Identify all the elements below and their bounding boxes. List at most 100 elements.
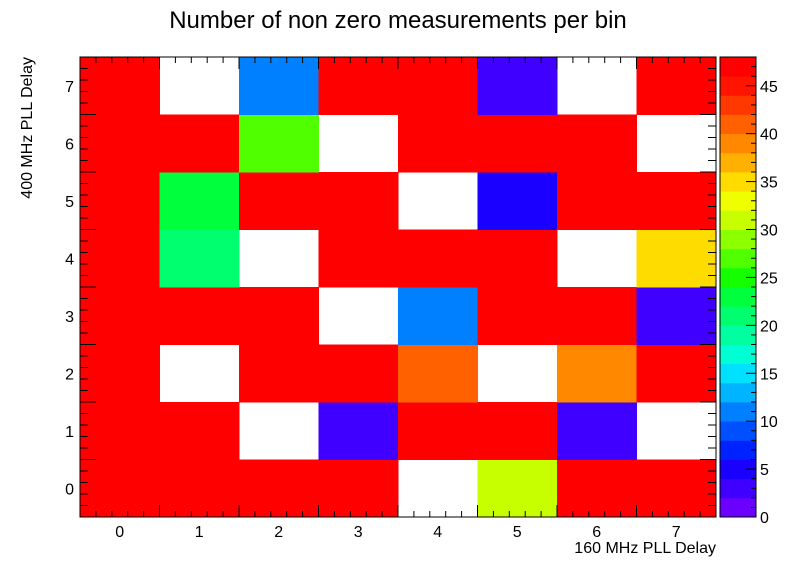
color-scale-step bbox=[720, 478, 756, 499]
color-scale-step bbox=[720, 248, 756, 269]
color-scale-step bbox=[720, 57, 756, 77]
color-scale-label: 10 bbox=[760, 414, 778, 431]
x-axis-title: 160 MHz PLL Delay bbox=[574, 540, 716, 557]
y-axis-title: 400 MHz PLL Delay bbox=[19, 57, 36, 199]
y-tick-label: 5 bbox=[65, 194, 74, 211]
heatmap-cell bbox=[557, 402, 637, 460]
y-tick-label: 7 bbox=[65, 79, 74, 96]
color-scale-step bbox=[720, 421, 756, 441]
heatmap-cell bbox=[80, 172, 160, 230]
color-scale-step bbox=[720, 210, 756, 230]
color-scale-step bbox=[720, 497, 756, 518]
color-scale-label: 40 bbox=[760, 127, 778, 144]
heatmap-cell bbox=[80, 57, 160, 115]
heatmap-cell bbox=[636, 459, 717, 518]
heatmap-cell bbox=[239, 114, 319, 173]
color-scale-step bbox=[720, 363, 756, 384]
color-scale-step bbox=[720, 229, 756, 250]
heatmap-cell bbox=[318, 402, 399, 460]
color-scale-step bbox=[720, 459, 756, 480]
color-scale-label: 15 bbox=[760, 366, 778, 383]
heatmap-cell bbox=[398, 114, 478, 173]
heatmap-cell bbox=[239, 287, 319, 345]
color-scale-label: 20 bbox=[760, 318, 778, 335]
x-tick-label: 0 bbox=[115, 524, 124, 541]
heatmap-cell bbox=[636, 172, 717, 230]
color-scale-step bbox=[720, 133, 756, 154]
heatmap-cell bbox=[80, 344, 160, 403]
x-tick-label: 7 bbox=[672, 524, 681, 541]
heatmap-cell bbox=[159, 287, 240, 345]
y-tick-label: 3 bbox=[65, 309, 74, 326]
heatmap-cell bbox=[477, 172, 558, 230]
x-axis: 0 1 2 3 4 5 6 7 bbox=[79, 57, 717, 541]
heatmap-cell bbox=[477, 114, 558, 173]
y-tick-label: 6 bbox=[65, 136, 74, 153]
color-scale-label: 25 bbox=[760, 270, 778, 287]
x-tick-label: 3 bbox=[354, 524, 363, 541]
color-scale-step bbox=[720, 267, 756, 288]
y-tick-label: 2 bbox=[65, 366, 74, 383]
heatmap-cell bbox=[636, 287, 717, 345]
heatmap-cell bbox=[80, 459, 160, 518]
x-tick-label: 5 bbox=[513, 524, 522, 541]
heatmap-cell bbox=[159, 229, 240, 288]
y-tick-label: 4 bbox=[65, 251, 74, 268]
color-scale-step bbox=[720, 114, 756, 135]
heatmap-cell bbox=[239, 459, 319, 518]
color-scale-step bbox=[720, 172, 756, 192]
color-scale-label: 35 bbox=[760, 175, 778, 192]
heatmap-cell bbox=[239, 57, 319, 115]
heatmap-cell bbox=[557, 287, 637, 345]
color-scale: 0 5 10 15 20 25 30 35 40 45 bbox=[719, 56, 778, 527]
color-scale-step bbox=[720, 382, 756, 403]
heatmap-cell bbox=[636, 344, 717, 403]
color-scale-label: 0 bbox=[760, 510, 769, 527]
heatmap-cell bbox=[159, 172, 240, 230]
y-tick-label: 0 bbox=[65, 481, 74, 498]
heatmap-cell bbox=[636, 229, 717, 288]
color-scale-step bbox=[720, 325, 756, 345]
x-tick-label: 1 bbox=[195, 524, 204, 541]
heatmap-cell bbox=[80, 229, 160, 288]
x-tick-label: 6 bbox=[592, 524, 601, 541]
color-scale-label: 30 bbox=[760, 223, 778, 240]
color-scale-step bbox=[720, 287, 756, 307]
heatmap-cell bbox=[159, 459, 240, 518]
heatmap-cell bbox=[318, 57, 399, 115]
heatmap-cell bbox=[80, 114, 160, 173]
heatmap-cell bbox=[318, 229, 399, 288]
color-scale-step bbox=[720, 440, 756, 460]
heatmap-cells bbox=[80, 57, 717, 518]
heatmap-cell bbox=[159, 114, 240, 173]
color-scale-label: 45 bbox=[760, 79, 778, 96]
heatmap-cell bbox=[159, 402, 240, 460]
heatmap-cell bbox=[557, 459, 637, 518]
y-axis: 0 1 2 3 4 5 6 7 bbox=[65, 56, 716, 518]
chart-title: Number of non zero measurements per bin bbox=[169, 7, 627, 34]
heatmap-cell bbox=[477, 459, 558, 518]
heatmap-cell bbox=[398, 229, 478, 288]
color-scale-step bbox=[720, 344, 756, 365]
heatmap-cell bbox=[80, 402, 160, 460]
heatmap-cell bbox=[398, 57, 478, 115]
color-scale-label: 5 bbox=[760, 462, 769, 479]
heatmap-cell bbox=[398, 287, 478, 345]
heatmap-cell bbox=[557, 344, 637, 403]
x-tick-label: 2 bbox=[274, 524, 283, 541]
heatmap-cell bbox=[239, 344, 319, 403]
heatmap-cell bbox=[318, 459, 399, 518]
heatmap-cell bbox=[318, 344, 399, 403]
heatmap-cell bbox=[239, 172, 319, 230]
x-tick-label: 4 bbox=[433, 524, 442, 541]
y-tick-label: 1 bbox=[65, 424, 74, 441]
heatmap-cell bbox=[477, 402, 558, 460]
color-scale-step bbox=[720, 95, 756, 115]
heatmap-cell bbox=[318, 172, 399, 230]
color-scale-step bbox=[720, 191, 756, 211]
heatmap-cell bbox=[80, 287, 160, 345]
heatmap-cell bbox=[477, 229, 558, 288]
color-scale-step bbox=[720, 402, 756, 422]
color-scale-step bbox=[720, 306, 756, 326]
